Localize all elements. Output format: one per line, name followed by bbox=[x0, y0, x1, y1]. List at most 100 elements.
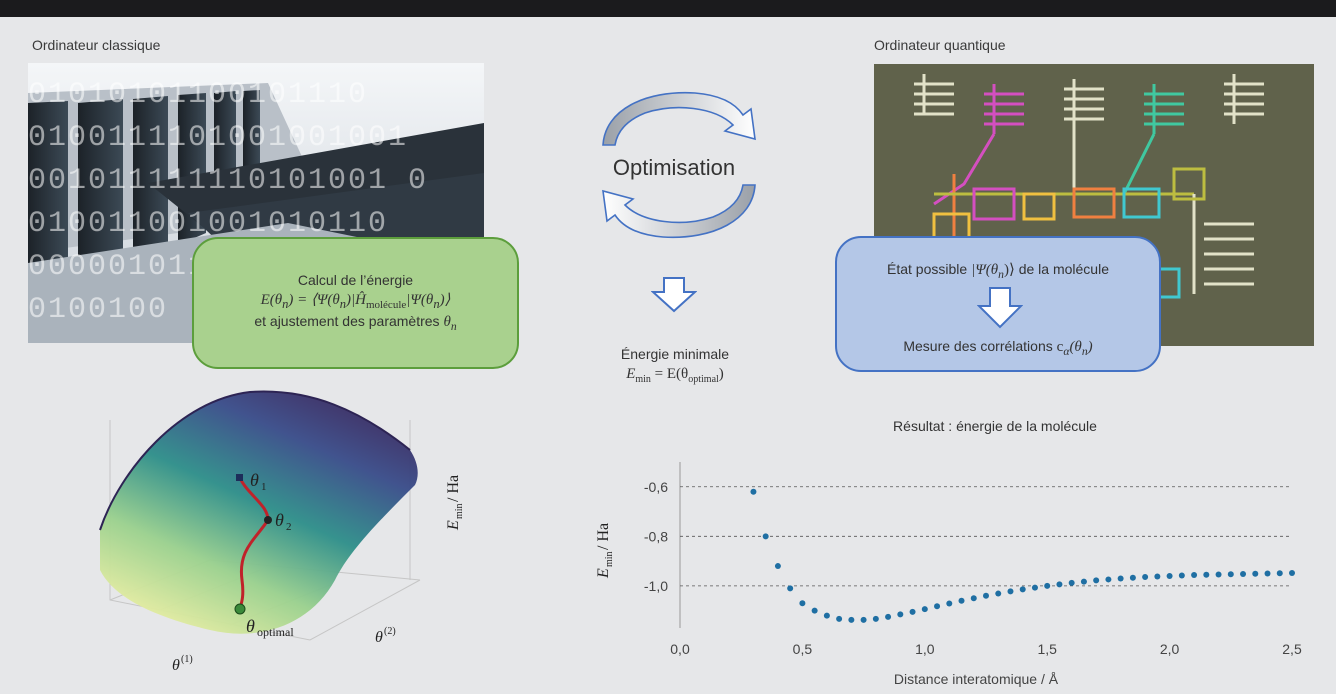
svg-text:E: E bbox=[445, 520, 462, 531]
data-point bbox=[1203, 571, 1210, 578]
axis-energy-label: E min / Ha bbox=[445, 475, 465, 531]
theta2-marker bbox=[264, 516, 272, 524]
chart-grid bbox=[680, 486, 1292, 587]
binary-row: 01010101100101110 bbox=[28, 78, 369, 112]
energy-formula: E(θn) = ⟨Ψ(θn)|Ĥmolécule|Ψ(θn)⟩ bbox=[260, 292, 451, 311]
cycle-arrow-top-icon bbox=[602, 91, 756, 146]
theta-optimal-marker bbox=[234, 603, 246, 615]
svg-text:/ Ha: / Ha bbox=[595, 523, 612, 550]
data-point bbox=[1215, 571, 1222, 578]
data-point bbox=[983, 592, 989, 599]
energy-min-formula: Emin = E(θoptimal) bbox=[626, 366, 724, 385]
energy-calc-title: Calcul de l’énergie bbox=[297, 272, 414, 288]
x-tick-label: 1,0 bbox=[915, 641, 935, 657]
data-point bbox=[836, 615, 843, 622]
theta2-sub: 2 bbox=[286, 521, 292, 533]
energy-chart: -0,6 -0,8 -1,0 0,0 0,5 1,0 1,5 2,0 2,5 E min / … bbox=[595, 462, 1302, 687]
energy-surface-plot: θ 1 θ 2 θ optimal θ (1) θ (2) E min / Ha bbox=[99, 390, 465, 674]
data-point bbox=[885, 613, 892, 620]
theta1-sub: 1 bbox=[261, 481, 267, 493]
binary-row: 000001011 bbox=[28, 250, 209, 284]
data-point bbox=[1191, 571, 1198, 578]
y-tick-label: -1,0 bbox=[644, 578, 668, 594]
data-point bbox=[897, 611, 904, 618]
data-point bbox=[946, 600, 953, 607]
data-point bbox=[1178, 572, 1185, 579]
possible-state-text: État possible |Ψ(θn)⟩ de la molécule bbox=[887, 261, 1109, 281]
data-point bbox=[970, 595, 977, 602]
data-point bbox=[872, 615, 879, 622]
x-tick-label: 1,5 bbox=[1037, 641, 1057, 657]
data-point bbox=[1289, 569, 1295, 576]
y-tick-labels: -0,6 -0,8 -1,0 bbox=[644, 479, 668, 594]
theta1-marker bbox=[236, 474, 243, 481]
theta-optimal-label: θ bbox=[246, 616, 255, 636]
data-point bbox=[1093, 577, 1100, 584]
y-tick-label: -0,6 bbox=[644, 479, 668, 495]
data-point bbox=[1056, 581, 1063, 588]
data-point bbox=[995, 590, 1002, 597]
x-tick-label: 2,0 bbox=[1160, 641, 1180, 657]
y-tick-label: -0,8 bbox=[644, 528, 668, 544]
theta2-label: θ bbox=[275, 510, 284, 530]
theta-optimal-sub: optimal bbox=[257, 625, 294, 639]
binary-row: 0100100 bbox=[28, 293, 169, 327]
binary-row: 001011111110101001 0 bbox=[28, 164, 429, 198]
data-point bbox=[1080, 578, 1087, 585]
optimisation-cycle bbox=[602, 91, 756, 239]
energy-min-label: Énergie minimale bbox=[620, 346, 730, 362]
svg-text:min: min bbox=[454, 503, 465, 519]
theta1-label: θ bbox=[250, 470, 259, 490]
data-point bbox=[774, 563, 781, 570]
energy-calculation-box: Calcul de l’énergie E(θn) = ⟨Ψ(θn)|Ĥmolé… bbox=[192, 237, 519, 369]
data-point bbox=[1264, 570, 1271, 577]
data-point bbox=[811, 607, 818, 614]
binary-overlay: 01010101100101110 0100111101001001001 00… bbox=[28, 74, 484, 344]
x-axis-label: Distance interatomique / Å bbox=[894, 671, 1059, 687]
data-point bbox=[958, 597, 965, 604]
data-point bbox=[1276, 570, 1283, 577]
down-arrow-icon bbox=[977, 287, 1023, 329]
quantum-title: Ordinateur quantique bbox=[874, 37, 1006, 53]
data-point bbox=[750, 488, 757, 495]
axis-theta1-label: θ bbox=[172, 657, 180, 674]
parameter-adjust-text: et ajustement des paramètres θn bbox=[254, 313, 457, 333]
data-point bbox=[1117, 575, 1124, 582]
energy-surface bbox=[100, 391, 418, 634]
data-point bbox=[1252, 570, 1259, 577]
x-tick-label: 0,0 bbox=[670, 641, 690, 657]
data-point bbox=[1044, 582, 1051, 589]
data-point bbox=[1142, 573, 1149, 580]
svg-text:E: E bbox=[595, 568, 612, 579]
data-point bbox=[921, 606, 928, 613]
classical-title: Ordinateur classique bbox=[32, 37, 161, 53]
data-point bbox=[799, 600, 806, 607]
data-points bbox=[750, 488, 1295, 623]
axis-theta2-label: θ bbox=[375, 629, 383, 646]
data-point bbox=[1166, 572, 1173, 579]
data-point bbox=[934, 603, 941, 610]
binary-row: 010011001001010110 bbox=[28, 207, 389, 241]
y-axis-label: E min / Ha bbox=[595, 523, 615, 579]
data-point bbox=[762, 533, 769, 540]
axis-theta2-sup: (2) bbox=[384, 626, 396, 637]
data-point bbox=[1019, 586, 1026, 593]
quantum-state-box: État possible |Ψ(θn)⟩ de la molécule Mes… bbox=[835, 236, 1161, 372]
data-point bbox=[1129, 574, 1136, 581]
binary-row: 0100111101001001001 bbox=[28, 121, 409, 155]
cycle-arrow-bottom-icon bbox=[602, 184, 756, 239]
data-point bbox=[1105, 576, 1112, 583]
svg-text:min: min bbox=[604, 551, 615, 567]
down-arrow-icon bbox=[651, 277, 697, 313]
top-bar bbox=[0, 0, 1336, 17]
data-point bbox=[860, 616, 867, 623]
data-point bbox=[848, 616, 855, 623]
x-tick-label: 0,5 bbox=[793, 641, 813, 657]
data-point bbox=[1068, 579, 1075, 586]
correlation-measure-text: Mesure des corrélations cα(θn) bbox=[903, 338, 1093, 358]
optimisation-label: Optimisation bbox=[612, 155, 736, 180]
data-point bbox=[1007, 588, 1014, 595]
optimization-path bbox=[238, 477, 270, 609]
axis-theta1-sup: (1) bbox=[181, 654, 193, 665]
chart-title: Résultat : énergie de la molécule bbox=[893, 418, 1097, 434]
